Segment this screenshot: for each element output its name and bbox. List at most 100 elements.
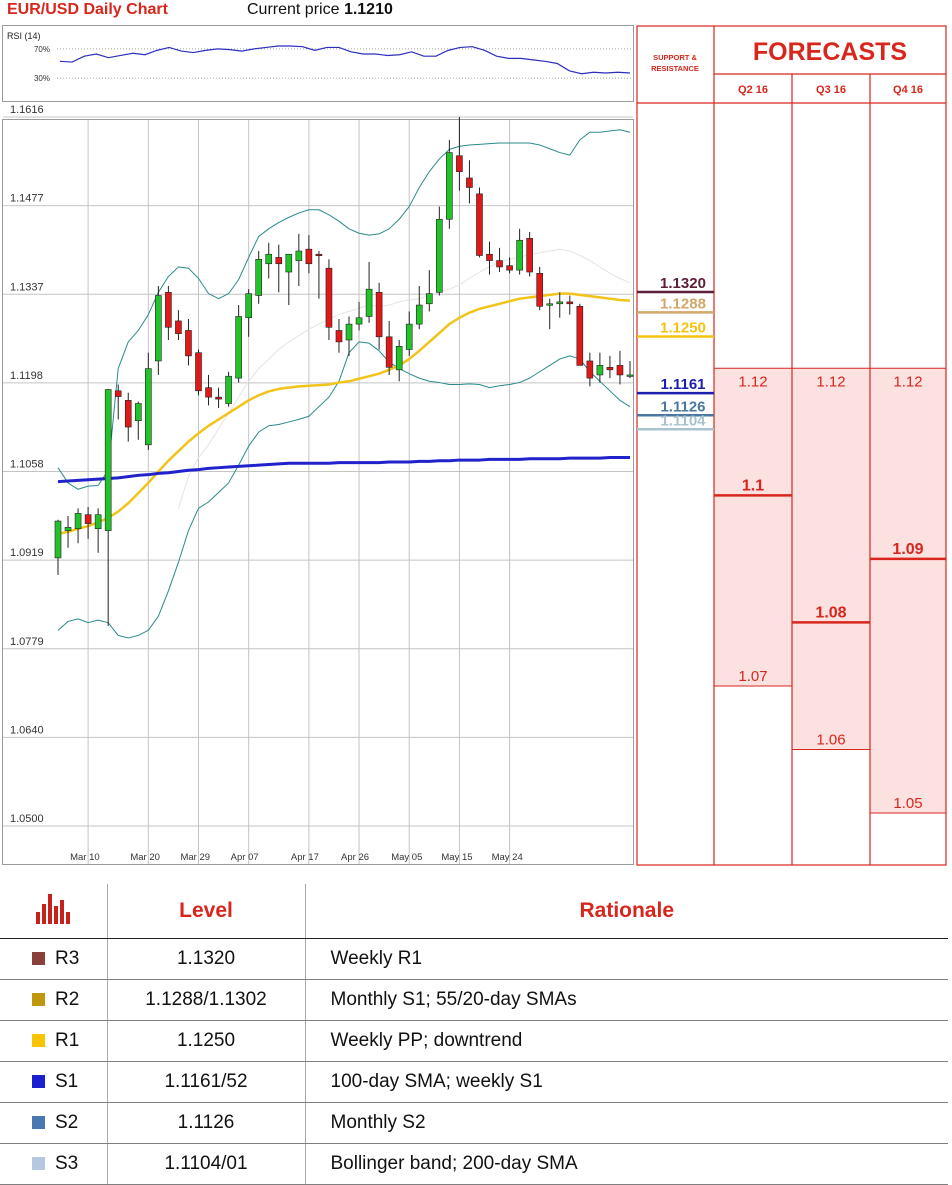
- level-rationale: Monthly S1; 55/20-day SMAs: [305, 979, 948, 1021]
- level-value: 1.1288/1.1302: [107, 979, 306, 1021]
- level-name: S3: [55, 1152, 79, 1174]
- sma-55-line: [57, 292, 631, 535]
- candle-body: [586, 360, 594, 379]
- candle-body: [556, 301, 564, 305]
- current-price-value: 1.1210: [343, 1, 393, 18]
- candle-body: [436, 218, 443, 293]
- level-value: 1.1250: [107, 1020, 306, 1062]
- level-name-cell: S3: [0, 1143, 108, 1185]
- candle-body: [425, 293, 433, 305]
- level-name: R3: [55, 947, 80, 969]
- candle-body: [466, 177, 473, 188]
- forecast-mid-label: 1.09: [892, 541, 923, 558]
- chart-title: EUR/USD Daily Chart: [7, 1, 168, 18]
- forecast-high-label: 1.12: [816, 373, 845, 390]
- table-row: S3 1.1104/01 Bollinger band; 200-day SMA: [0, 1143, 948, 1185]
- quarter-header: Q4 16: [893, 84, 923, 96]
- forecasts-title: FORECASTS: [753, 38, 907, 66]
- x-tick-label: Mar 20: [130, 852, 160, 863]
- rsi-line: [59, 45, 631, 75]
- candle-body: [64, 527, 72, 531]
- y-tick-label: 1.0919: [10, 547, 44, 559]
- candle-body: [245, 293, 252, 319]
- forecast-panel: SUPPORT & RESISTANCE FORECASTS Q2 16 Q3 16 Q4…: [636, 25, 947, 866]
- x-tick-label: May 15: [441, 852, 472, 863]
- candle-body: [596, 365, 604, 376]
- candle-body: [345, 323, 353, 341]
- candle-body: [415, 304, 423, 325]
- level-rationale: Monthly S2: [305, 1102, 948, 1144]
- candle-body: [265, 253, 273, 265]
- table-row: S2 1.1126 Monthly S2: [0, 1102, 948, 1144]
- x-tick-label: Apr 26: [341, 852, 369, 863]
- table-row: R3 1.1320 Weekly R1: [0, 938, 948, 980]
- y-tick-label: 1.0779: [10, 636, 44, 648]
- table-header-row: Level Rationale: [0, 884, 948, 939]
- level-swatch: [32, 951, 45, 965]
- level-name-cell: R3: [0, 938, 108, 980]
- forecast-range-bar: [714, 368, 792, 686]
- table-icon-cell: [0, 884, 108, 939]
- candle-body: [456, 155, 463, 172]
- level-value: 1.1126: [107, 1102, 306, 1144]
- price-chart: 1.1616 1.1477 1.1337 1.1198 1.1058 1.0919 1.07…: [2, 104, 634, 865]
- candle-body: [526, 238, 533, 273]
- candle-body: [145, 368, 152, 446]
- candle-body: [205, 387, 212, 398]
- table-row: R1 1.1250 Weekly PP; downtrend: [0, 1020, 948, 1062]
- level-value: 1.1104/01: [107, 1143, 306, 1185]
- sr-level-label: 1.1250: [660, 320, 706, 337]
- rsi-frame: [2, 25, 634, 102]
- level-name: S1: [55, 1070, 79, 1092]
- candle-body: [446, 152, 453, 220]
- candle-body: [235, 316, 242, 379]
- level-name: R1: [55, 1029, 80, 1051]
- candle-body: [305, 248, 313, 265]
- forecast-mid-label: 1.08: [815, 604, 846, 621]
- y-tick-label: 1.0640: [10, 724, 44, 736]
- candle-body: [395, 346, 403, 371]
- level-swatch: [32, 992, 45, 1006]
- price-frame: [2, 119, 634, 865]
- level-rationale: 100-day SMA; weekly S1: [305, 1061, 948, 1103]
- candle-body: [275, 257, 283, 265]
- forecast-range-bar: [870, 368, 946, 813]
- x-tick-label: May 24: [492, 852, 523, 863]
- forecast-high-label: 1.12: [738, 373, 767, 390]
- candle-body: [134, 403, 142, 421]
- current-price-label: Current price: [247, 1, 340, 18]
- candle-body: [546, 303, 554, 306]
- sr-level-label: 1.1288: [660, 295, 706, 312]
- x-tick-label: Apr 07: [231, 852, 259, 863]
- support-resistance-title: RESISTANCE: [651, 64, 699, 73]
- candle-body: [616, 365, 624, 376]
- candle-body: [365, 288, 373, 317]
- candle-body: [295, 250, 303, 261]
- candle-body: [405, 323, 413, 350]
- candle-body: [285, 253, 293, 273]
- candle-body: [185, 330, 192, 357]
- quarter-header: Q2 16: [738, 84, 768, 96]
- rsi-title: RSI (14): [7, 31, 41, 41]
- y-tick-label: 1.1337: [10, 281, 44, 293]
- level-name-cell: R2: [0, 979, 108, 1021]
- levels-table: Level Rationale R3 1.1320 Weekly R1 R2 1…: [0, 884, 948, 1185]
- level-name: S2: [55, 1111, 79, 1133]
- x-tick-label: Mar 29: [180, 852, 210, 863]
- forecast-low-label: 1.05: [893, 795, 922, 812]
- candle-body: [536, 272, 543, 307]
- candle-body: [104, 389, 112, 531]
- sr-level-label: 1.1126: [660, 398, 705, 415]
- y-tick-label: 1.1198: [10, 370, 43, 382]
- candle-body: [566, 301, 574, 305]
- y-tick-label: 1.1477: [10, 193, 44, 205]
- forecast-mid-label: 1.1: [742, 477, 764, 494]
- candle-body: [175, 320, 182, 334]
- rsi-guide-label: 70%: [34, 45, 50, 54]
- candle-body: [476, 193, 483, 256]
- level-rationale: Bollinger band; 200-day SMA: [305, 1143, 948, 1185]
- level-value: 1.1161/52: [107, 1061, 306, 1103]
- y-tick-label: 1.1616: [10, 104, 44, 116]
- level-name-cell: S2: [0, 1102, 108, 1144]
- y-tick-label: 1.0500: [10, 813, 44, 825]
